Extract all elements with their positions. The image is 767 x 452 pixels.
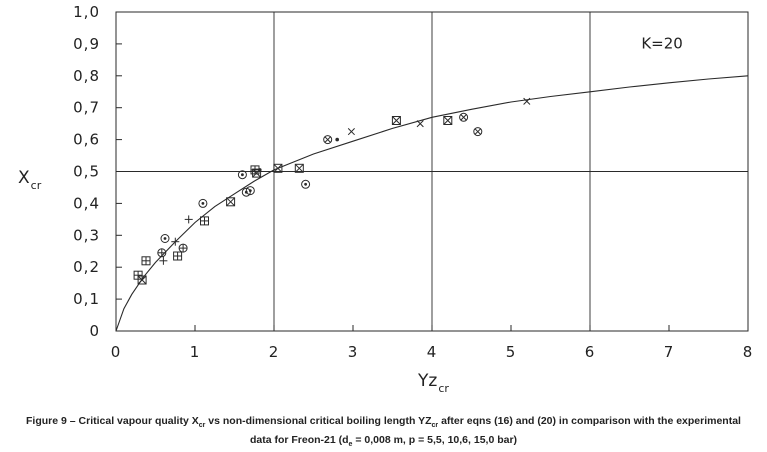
data-markers: [133, 97, 531, 285]
critical-quality-chart: 0 0,1 0,2 0,3 0,4 0,5 0,6 0,7 0,8 0,9 1,0 0 1 2 3 4 5 6 7…: [18, 3, 754, 395]
data-point-plus: [184, 215, 193, 224]
data-point-boxed-plus: [200, 216, 209, 226]
data-point-circle-dot: [237, 170, 247, 180]
y-tick-label: 0,6: [73, 131, 100, 149]
curve-label: K=20: [641, 35, 683, 53]
data-point-circle-x: [323, 135, 333, 145]
data-point-dot: [258, 168, 262, 172]
data-point-circle-dot: [245, 186, 255, 196]
x-tick-label: 4: [427, 343, 438, 361]
x-tick-label: 3: [348, 343, 359, 361]
data-point-boxed-x: [226, 197, 236, 207]
data-point-x: [347, 128, 355, 136]
data-point-circle-x: [459, 112, 469, 122]
y-tick-label: 1,0: [73, 3, 100, 21]
data-point-boxed-plus: [141, 256, 151, 266]
grid-lines: [116, 12, 748, 331]
y-tick-label: 0,5: [73, 163, 100, 181]
data-point-circle-plus: [157, 248, 167, 258]
y-tick-label: 0,4: [73, 194, 100, 212]
x-tick-label: 7: [664, 343, 675, 361]
x-tick-label: 2: [269, 343, 280, 361]
figure-caption: Figure 9 – Critical vapour quality Xcr v…: [26, 415, 741, 449]
x-axis-label: Yzcr: [417, 371, 449, 395]
data-point-boxed-x: [391, 116, 401, 125]
y-tick-label: 0,2: [73, 258, 100, 276]
y-tick-label: 0,8: [73, 67, 100, 85]
data-point-circle-plus: [178, 243, 188, 253]
data-point-boxed-x: [273, 163, 283, 173]
y-tick-label: 0,7: [73, 99, 100, 117]
data-point-circle-dot: [160, 234, 170, 243]
x-tick-label: 8: [743, 343, 754, 361]
y-tick-labels: 0 0,1 0,2 0,3 0,4 0,5 0,6 0,7 0,8 0,9 1,0: [73, 3, 100, 340]
data-point-boxed-plus: [173, 251, 183, 261]
data-point-boxed-x: [443, 116, 453, 125]
x-tick-label: 6: [585, 343, 596, 361]
y-tick-label: 0,9: [73, 35, 100, 53]
data-point-circle-x: [473, 127, 483, 137]
y-tick-label: 0,1: [73, 290, 100, 308]
data-point-x: [523, 97, 531, 105]
data-point-dot: [335, 137, 339, 142]
data-point-plus: [171, 237, 180, 246]
y-tick-label: 0,3: [73, 226, 100, 244]
data-point-plus: [159, 256, 168, 265]
data-point-circle-dot: [301, 179, 311, 189]
x-tick-label: 1: [190, 343, 201, 361]
data-point-boxed-x: [137, 275, 147, 285]
data-point-boxed-x: [294, 163, 304, 173]
axes: [115, 11, 749, 332]
model-curve: [115, 75, 749, 332]
x-tick-label: 5: [506, 343, 517, 361]
data-point-x: [416, 120, 424, 128]
y-axis-label: Xcr: [18, 168, 42, 192]
x-tick-label: 0: [111, 343, 122, 361]
x-tick-labels: 0 1 2 3 4 5 6 7 8: [111, 343, 754, 361]
y-tick-label: 0: [89, 322, 100, 340]
model-curve-group: K=20: [115, 35, 749, 332]
data-point-circle-dot: [198, 198, 208, 208]
